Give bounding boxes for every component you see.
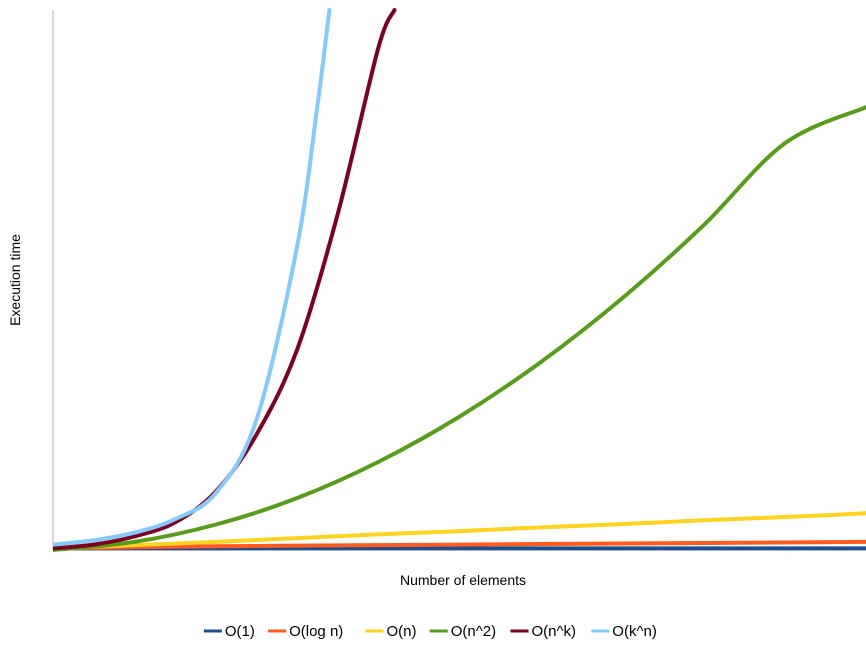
legend: O(1) O(log n) O(n) O(n^2) O(n^k) O(k^n)	[203, 623, 657, 640]
series-layer	[53, 8, 866, 552]
legend-label-o-n-k: O(n^k)	[532, 623, 577, 640]
legend-label-o-log-n: O(log n)	[289, 623, 343, 640]
legend-item-o-n-2: O(n^2)	[429, 623, 496, 640]
legend-label-o-1: O(1)	[225, 623, 255, 640]
legend-item-o-n: O(n)	[365, 623, 417, 640]
legend-item-o-1: O(1)	[203, 623, 255, 640]
legend-item-o-n-k: O(n^k)	[510, 623, 577, 640]
series-line-o-log-n	[53, 539, 866, 551]
legend-item-o-log-n: O(log n)	[268, 623, 343, 640]
legend-label-o-n: O(n)	[387, 623, 417, 640]
legend-label-o-k-n: O(k^n)	[612, 623, 657, 640]
series-line-o-k-n	[53, 8, 332, 547]
x-axis-title: Number of elements	[400, 572, 526, 588]
series-line-o-n	[53, 511, 866, 551]
y-axis-title: Execution time	[7, 234, 23, 326]
legend-label-o-n-2: O(n^2)	[451, 623, 496, 640]
legend-item-o-k-n: O(k^n)	[591, 623, 657, 640]
series-line-o-n-2	[53, 105, 866, 552]
series-line-o-n-k	[53, 8, 397, 551]
